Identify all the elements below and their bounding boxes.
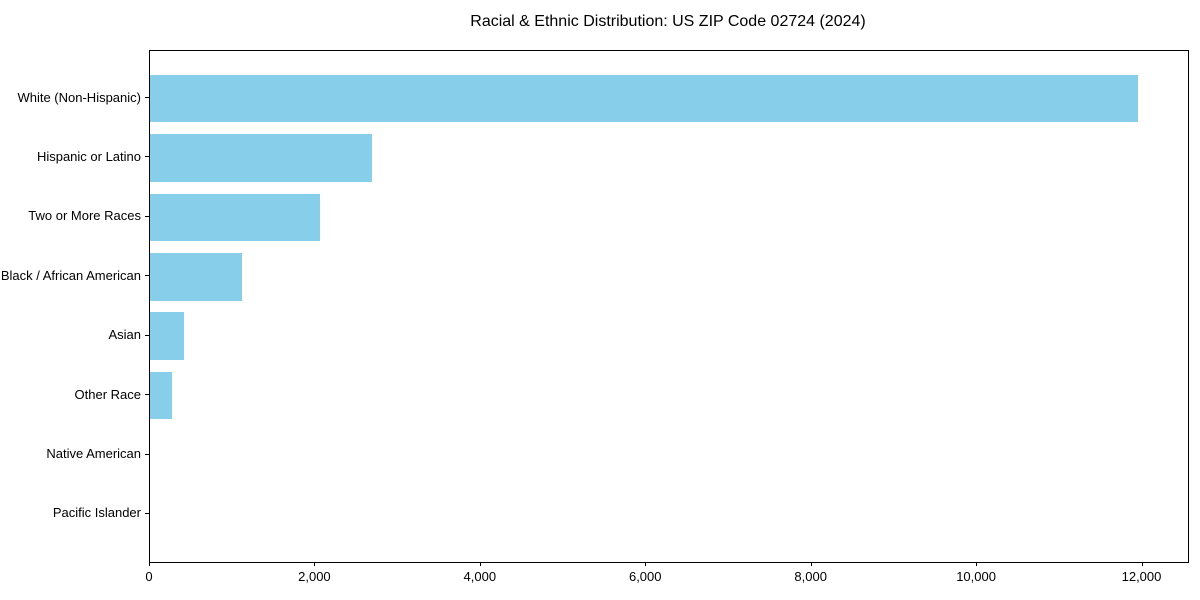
y-axis-tick <box>145 156 149 158</box>
x-axis-tick-label: 8,000 <box>794 569 827 584</box>
y-axis-label: Native American <box>46 446 141 462</box>
bar <box>150 371 172 420</box>
y-axis-label: Other Race <box>74 386 141 402</box>
x-axis-tick <box>479 562 481 566</box>
y-axis-tick <box>145 394 149 396</box>
x-axis-tick-label: 6,000 <box>628 569 662 584</box>
bar <box>150 312 184 360</box>
x-axis-tick <box>976 562 978 566</box>
x-axis-tick <box>810 562 812 566</box>
y-axis-tick <box>145 334 149 336</box>
y-axis-tick <box>145 512 149 514</box>
x-axis-tick <box>1141 562 1143 566</box>
y-axis-label: Pacific Islander <box>52 505 141 521</box>
chart-title: Racial & Ethnic Distribution: US ZIP Cod… <box>470 13 866 30</box>
x-axis-tick-label: 10,000 <box>956 569 996 584</box>
y-axis-tick <box>145 275 149 277</box>
x-axis-tick-label: 4,000 <box>463 569 497 584</box>
x-axis-tick <box>314 562 316 566</box>
plot-area <box>149 50 1189 563</box>
x-axis-tick-label: 0 <box>145 569 153 584</box>
x-axis-tick <box>645 562 647 566</box>
y-axis-label: Black / African American <box>0 267 141 283</box>
bar <box>150 253 242 301</box>
x-axis-tick-label: 2,000 <box>298 569 331 584</box>
x-axis-tick-label: 12,000 <box>1121 569 1162 584</box>
y-axis-label: Two or More Races <box>28 208 141 224</box>
y-axis-label: Asian <box>108 327 141 343</box>
y-axis-label: Hispanic or Latino <box>36 148 141 164</box>
x-axis-tick <box>149 562 150 566</box>
bar <box>150 193 321 242</box>
y-axis-tick <box>145 97 149 99</box>
y-axis-tick <box>145 215 149 217</box>
y-axis-tick <box>145 453 149 455</box>
bar <box>150 134 372 182</box>
bar <box>150 74 1138 123</box>
y-axis-label: White (Non-Hispanic) <box>17 89 141 105</box>
